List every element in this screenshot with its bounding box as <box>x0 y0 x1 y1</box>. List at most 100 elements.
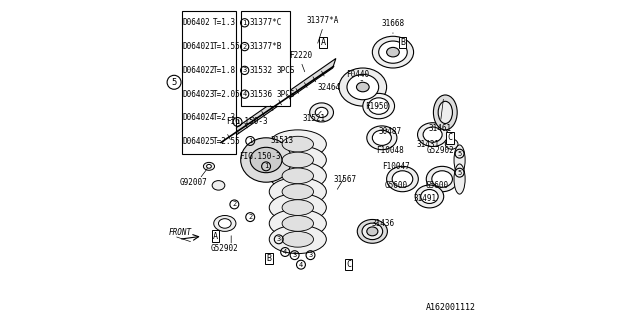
Ellipse shape <box>372 36 413 68</box>
Ellipse shape <box>367 227 378 236</box>
Text: T=1.55: T=1.55 <box>213 42 241 51</box>
Text: 3: 3 <box>276 236 281 242</box>
Ellipse shape <box>454 164 465 194</box>
Text: 31536: 31536 <box>250 90 273 99</box>
Text: 3PCS: 3PCS <box>276 90 295 99</box>
Ellipse shape <box>372 130 392 145</box>
Ellipse shape <box>207 164 211 168</box>
Text: 3: 3 <box>243 68 247 73</box>
Text: 31532: 31532 <box>250 66 273 75</box>
Text: 4: 4 <box>299 262 303 268</box>
Ellipse shape <box>212 180 225 190</box>
Ellipse shape <box>433 95 457 130</box>
Ellipse shape <box>438 101 452 124</box>
Text: 31461: 31461 <box>429 124 452 133</box>
Text: 3: 3 <box>308 252 312 258</box>
Ellipse shape <box>423 127 442 142</box>
Text: C: C <box>346 260 351 269</box>
Text: 31521: 31521 <box>302 114 325 123</box>
Text: FRONT: FRONT <box>169 228 192 237</box>
Ellipse shape <box>218 219 231 228</box>
Ellipse shape <box>454 145 465 175</box>
Text: 31377*C: 31377*C <box>250 18 282 27</box>
Ellipse shape <box>269 209 326 238</box>
Text: G5600: G5600 <box>426 181 449 190</box>
Ellipse shape <box>269 162 326 190</box>
Text: FIG.150-3: FIG.150-3 <box>239 152 280 161</box>
Text: T=2.05: T=2.05 <box>213 90 241 99</box>
Text: D064025: D064025 <box>182 137 215 146</box>
Text: 3: 3 <box>292 252 297 258</box>
Ellipse shape <box>269 178 326 206</box>
Ellipse shape <box>347 74 379 100</box>
Text: 1: 1 <box>264 163 268 169</box>
Ellipse shape <box>357 220 387 243</box>
Ellipse shape <box>445 139 458 149</box>
Text: 31567: 31567 <box>334 174 357 184</box>
Text: B: B <box>267 254 272 263</box>
Ellipse shape <box>415 185 444 208</box>
Ellipse shape <box>250 147 282 173</box>
Text: F2220: F2220 <box>289 51 312 60</box>
Text: B: B <box>400 38 405 47</box>
Ellipse shape <box>310 103 333 122</box>
Text: 31377*B: 31377*B <box>250 42 282 51</box>
Ellipse shape <box>269 130 326 158</box>
Text: 31431: 31431 <box>416 140 440 148</box>
Ellipse shape <box>282 136 314 152</box>
Text: D064021: D064021 <box>182 42 215 51</box>
Text: D064023: D064023 <box>182 90 215 99</box>
Text: 3PCS: 3PCS <box>276 66 295 75</box>
Text: 5: 5 <box>458 151 461 157</box>
Ellipse shape <box>282 200 314 215</box>
Text: G52902: G52902 <box>427 146 454 155</box>
Ellipse shape <box>316 107 328 117</box>
Text: A: A <box>213 232 218 241</box>
FancyBboxPatch shape <box>241 11 290 106</box>
Text: D064022: D064022 <box>182 66 215 75</box>
Text: 31513: 31513 <box>270 136 294 146</box>
Text: F10048: F10048 <box>376 146 404 155</box>
Ellipse shape <box>432 171 452 187</box>
Text: 5: 5 <box>172 78 177 87</box>
Text: T=1.3: T=1.3 <box>213 18 236 27</box>
Text: 31668: 31668 <box>381 19 404 28</box>
Text: C: C <box>447 133 452 142</box>
Text: 5: 5 <box>458 170 461 176</box>
Ellipse shape <box>282 231 314 247</box>
Text: T=1.8: T=1.8 <box>213 66 236 75</box>
Text: T=2.55: T=2.55 <box>213 137 241 146</box>
Ellipse shape <box>282 216 314 231</box>
Ellipse shape <box>282 168 314 184</box>
Text: 2: 2 <box>248 214 252 220</box>
Ellipse shape <box>363 93 394 119</box>
Text: D064024: D064024 <box>182 114 215 123</box>
Text: 4: 4 <box>283 249 287 255</box>
Ellipse shape <box>204 162 214 170</box>
Text: A162001112: A162001112 <box>426 303 476 312</box>
FancyBboxPatch shape <box>182 11 236 154</box>
Ellipse shape <box>426 166 458 192</box>
Text: 2: 2 <box>232 201 236 207</box>
Polygon shape <box>218 59 336 147</box>
Ellipse shape <box>417 123 448 147</box>
Text: 32464: 32464 <box>318 83 341 92</box>
Text: F0440: F0440 <box>346 70 370 79</box>
Text: 31377*A: 31377*A <box>307 16 339 25</box>
Ellipse shape <box>269 193 326 222</box>
Text: 4: 4 <box>243 91 247 97</box>
Text: T=2.3: T=2.3 <box>213 114 236 123</box>
Ellipse shape <box>241 138 291 182</box>
Text: F10047: F10047 <box>382 162 410 171</box>
Text: G52902: G52902 <box>211 244 239 253</box>
Ellipse shape <box>367 126 397 150</box>
Text: F1950: F1950 <box>365 101 388 111</box>
Text: 1: 1 <box>236 119 239 125</box>
Text: 31436: 31436 <box>372 219 395 228</box>
Ellipse shape <box>392 171 413 187</box>
Text: 31491: 31491 <box>413 194 436 203</box>
Ellipse shape <box>420 189 438 204</box>
Ellipse shape <box>282 152 314 168</box>
Ellipse shape <box>387 47 399 57</box>
Ellipse shape <box>387 166 419 192</box>
